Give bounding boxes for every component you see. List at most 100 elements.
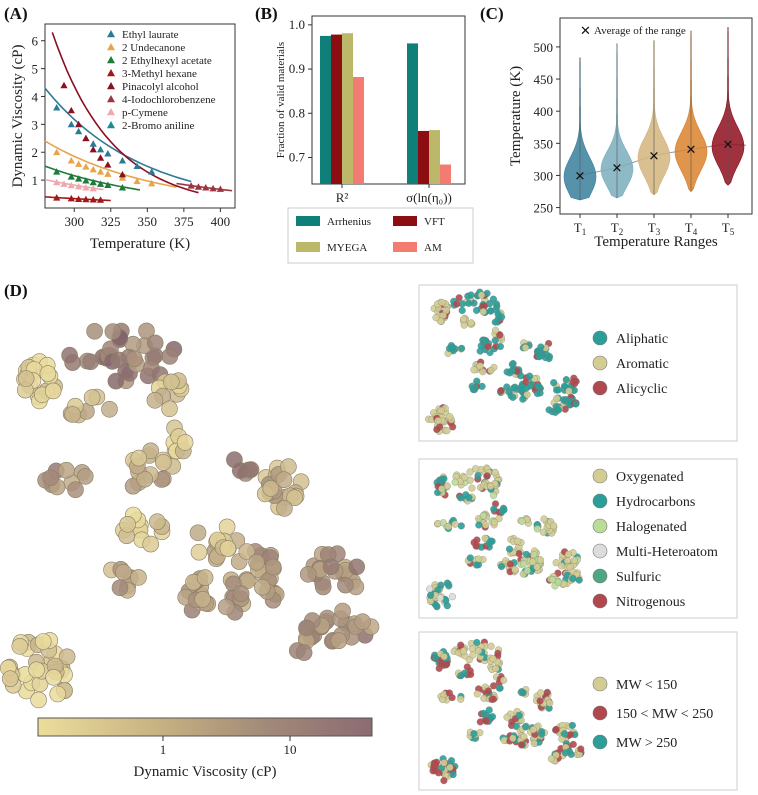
scatter-point [42,469,59,487]
data-point [194,183,203,190]
data-point [53,148,61,156]
subplot-point [577,745,585,753]
bar [429,130,440,184]
mean-x-marker: ✕ [649,150,660,165]
subplot-point [533,563,541,571]
subplot-point [568,721,576,729]
subplot-point [467,319,475,327]
mean-x-marker: ✕ [723,138,734,153]
panel-b-frame [311,15,466,185]
subplot-point [440,759,448,767]
data-point [67,194,75,202]
subplot-point [498,507,506,515]
scatter-point [334,602,351,620]
data-point [96,168,105,175]
panel-a-ytick-label: 4 [32,89,39,104]
legend-marker [107,82,115,90]
subplot-point [518,517,526,525]
scatter-point [219,540,237,557]
data-point [89,165,97,173]
data-point [67,157,75,164]
panel-a-xlabel: Temperature (K) [90,236,190,252]
subplot-point [487,537,495,545]
subplot-point [562,376,570,384]
data-point [67,120,75,128]
legend-label: Nitrogenous [616,595,685,610]
subplot-point [474,471,482,480]
legend-label: AM [424,242,442,254]
scatter-point [337,576,354,594]
data-point [67,106,75,114]
data-point [67,173,75,180]
subplot-point [433,425,441,434]
panel-a-ytick-label: 2 [32,145,39,160]
subplot-point [448,694,456,702]
subplot-point [526,372,534,380]
scatter-point [101,400,118,418]
scatter-point [77,468,94,485]
data-point [53,104,61,111]
subplot-point [429,767,437,775]
subplot-point [552,559,560,567]
data-point [96,154,105,161]
fit-curve [51,32,199,194]
scatter-point [146,334,164,352]
data-point [118,170,127,178]
subplot-point [505,545,514,553]
panel-c-ytick-label: 250 [534,201,554,216]
scatter-point [1,670,19,688]
panel-b-legend: Arrhenius VFT MYEGA AM [296,216,445,254]
panel-b-ytick-label: 0.8 [289,105,305,120]
scatter-point [115,563,132,581]
bar [320,35,331,184]
data-point [96,145,105,153]
subplot-point [565,387,573,395]
subplot-point [526,382,535,390]
subplot-point [491,318,499,326]
subplot-structure-frame [418,284,738,442]
colorbar-ticklabel-10: 10 [284,742,297,757]
subplot-point [476,362,484,370]
subplot-point [539,528,547,536]
subplot-point [459,647,468,655]
subplot-point [522,723,530,731]
subplot-point [547,755,555,763]
subplot-point [488,713,497,721]
scatter-point [238,543,256,560]
panel-label-a: (A) [4,4,28,23]
subplot-point [434,417,442,425]
bar [353,77,364,184]
legend-marker [592,493,608,509]
subplot-point [492,665,500,673]
scatter-point [242,461,260,478]
subplot-point [472,465,480,473]
legend-label: 2-Bromo aniline [122,120,195,132]
subplot-point [473,638,481,647]
subplot-point [465,656,473,664]
subplot-point [439,519,447,527]
subplot-point [554,405,562,413]
data-point [75,160,83,167]
data-point [133,162,141,170]
scatter-point [119,515,136,533]
panel-label-c: (C) [480,4,504,23]
scatter-point [298,619,315,637]
colorbar-label: Dynamic Viscosity (cP) [134,764,277,780]
subplot-point [448,593,456,601]
subplot-point [482,521,490,529]
subplot-point [509,393,517,401]
scatter-point [17,370,35,387]
legend-marker [107,43,115,51]
scatter-point [110,351,128,369]
legend-label: 4-Iodochlorobenzene [122,94,216,106]
scatter-point [161,400,178,418]
data-point [187,182,195,189]
data-point [216,185,224,192]
subplot-point [446,763,454,771]
subplot-point [468,645,476,653]
subplot-point [465,494,473,502]
subplot-point [495,684,504,692]
scatter-point [149,513,166,531]
data-point [60,81,68,89]
data-point [82,195,90,203]
